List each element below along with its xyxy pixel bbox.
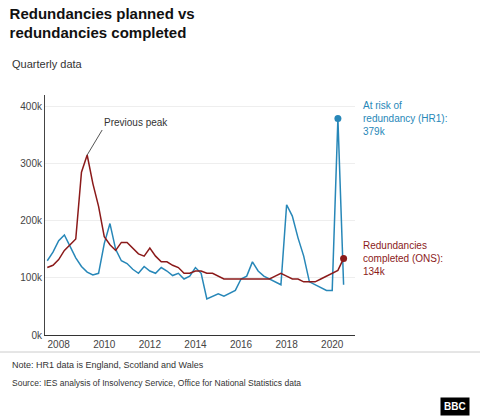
svg-text:Quarterly data: Quarterly data — [12, 58, 83, 70]
svg-text:Note: HR1 data is England, Sco: Note: HR1 data is England, Scotland and … — [12, 360, 204, 370]
svg-text:BBC: BBC — [444, 401, 466, 412]
svg-text:2014: 2014 — [184, 339, 207, 350]
svg-text:2008: 2008 — [48, 339, 71, 350]
svg-text:2010: 2010 — [93, 339, 116, 350]
svg-text:Source: IES analysis of Insolv: Source: IES analysis of Insolvency Servi… — [12, 378, 301, 388]
svg-text:0k: 0k — [31, 330, 43, 341]
svg-text:2016: 2016 — [230, 339, 253, 350]
svg-text:300k: 300k — [20, 158, 43, 169]
svg-text:2018: 2018 — [275, 339, 298, 350]
svg-text:100k: 100k — [20, 272, 43, 283]
svg-text:400k: 400k — [20, 101, 43, 112]
svg-text:2020: 2020 — [321, 339, 344, 350]
svg-text:Redundanciescompleted (ONS):13: Redundanciescompleted (ONS):134k — [363, 240, 443, 277]
svg-text:2012: 2012 — [139, 339, 162, 350]
svg-text:200k: 200k — [20, 215, 43, 226]
svg-text:Previous peak: Previous peak — [104, 117, 168, 128]
svg-text:Redundancies planned vsredunda: Redundancies planned vsredundancies comp… — [10, 5, 195, 42]
svg-text:At risk ofredundancy (HR1):379: At risk ofredundancy (HR1):379k — [363, 100, 447, 137]
